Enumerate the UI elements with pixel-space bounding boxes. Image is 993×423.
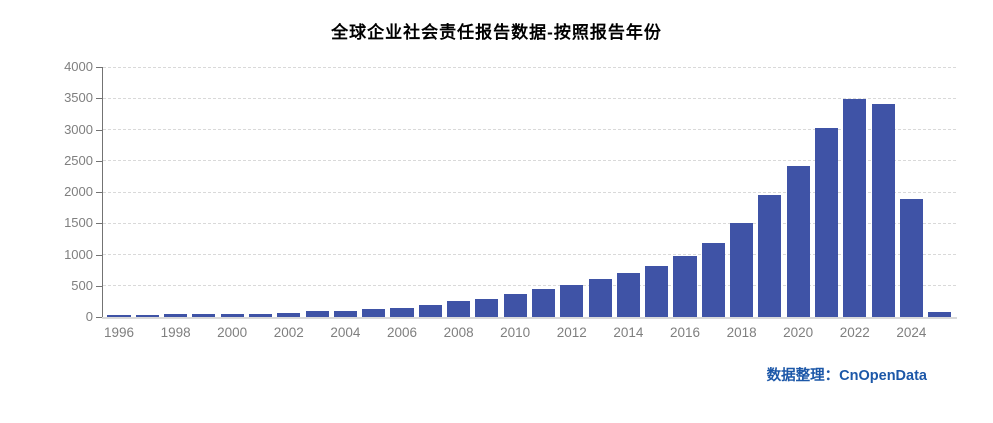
x-axis-label-2006: 2006 (386, 325, 418, 340)
bar-2000 (220, 314, 244, 317)
gridline-500 (103, 285, 956, 287)
chart-title: 全球企业社会责任报告数据-按照报告年份 (331, 23, 662, 42)
bar-2001 (248, 314, 273, 317)
bar-2022 (843, 99, 867, 317)
y-axis-label-4000: 4000 (64, 59, 93, 74)
y-tick-0 (96, 317, 102, 318)
bar-2023 (871, 104, 895, 317)
bar-2007 (418, 305, 442, 317)
gridline-3000 (103, 129, 956, 130)
bar-2025 (928, 312, 952, 317)
bar-2015 (645, 266, 669, 317)
gridline-2500 (103, 160, 956, 162)
bar-1998 (164, 314, 188, 317)
y-axis-label-0: 0 (85, 309, 93, 324)
bar-1999 (192, 314, 216, 317)
plot-area: 0 500 1000 1500 2000 2500 3000 3500 4000 1996 1998… (64, 59, 957, 340)
x-axis-label-2020: 2020 (783, 325, 814, 340)
y-axis-label-2500: 2500 (64, 152, 93, 168)
bar-2010 (503, 294, 527, 317)
x-axis-label-2004: 2004 (330, 325, 361, 340)
bar-2018 (730, 223, 754, 317)
y-axis-label-3500: 3500 (64, 90, 93, 106)
bar-2019 (758, 195, 782, 317)
bar-2014 (616, 273, 640, 317)
x-axis-label-2012: 2012 (556, 325, 587, 340)
bar-2012 (560, 285, 584, 317)
x-axis-label-2014: 2014 (613, 325, 644, 340)
gridline-1000 (103, 254, 956, 255)
y-axis-spine (102, 67, 103, 318)
x-axis-label-2024: 2024 (896, 325, 927, 340)
bar-2013 (588, 279, 612, 317)
x-axis-label-1996: 1996 (103, 325, 135, 340)
x-axis-label-2010: 2010 (500, 325, 531, 340)
y-axis-label-500: 500 (71, 277, 93, 293)
bar-2011 (531, 289, 556, 317)
y-tick-2000 (96, 192, 102, 193)
bar-2021 (814, 128, 839, 317)
y-tick-1000 (96, 254, 102, 256)
gridline-1500 (103, 222, 956, 224)
bar-2016 (673, 256, 697, 317)
bar-1997 (135, 315, 159, 317)
y-axis-label-1000: 1000 (64, 246, 93, 262)
bar-2017 (701, 243, 725, 317)
x-axis-label-2000: 2000 (217, 325, 248, 340)
gridline-3500 (103, 97, 956, 99)
y-axis-label-3000: 3000 (64, 121, 93, 137)
y-tick-2500 (96, 160, 102, 162)
gridline-4000 (103, 66, 956, 68)
x-axis-baseline (102, 317, 957, 319)
bar-2009 (475, 299, 499, 317)
y-axis-label-2000: 2000 (64, 184, 93, 199)
data-source-credit: 数据整理：CnOpenData (766, 368, 927, 384)
x-axis-label-2008: 2008 (443, 325, 474, 340)
x-axis-label-2022: 2022 (839, 325, 870, 340)
bar-2003 (305, 311, 329, 317)
bar-2024 (899, 199, 923, 317)
bar-2020 (786, 166, 810, 317)
y-axis-label-1500: 1500 (64, 215, 93, 231)
gridline-2000 (103, 191, 956, 193)
bar-2008 (447, 301, 471, 317)
bar-1996 (107, 315, 131, 317)
bar-2006 (390, 308, 414, 317)
y-tick-3000 (96, 129, 102, 131)
bar-2004 (333, 311, 357, 317)
bar-2002 (277, 313, 301, 317)
x-axis-label-2016: 2016 (669, 325, 701, 340)
y-tick-500 (96, 285, 102, 287)
bar-2005 (362, 309, 386, 317)
y-tick-1500 (96, 223, 102, 225)
x-axis-label-1998: 1998 (160, 325, 191, 340)
x-axis-label-2018: 2018 (726, 325, 757, 340)
x-axis-label-2002: 2002 (273, 325, 304, 340)
y-tick-4000 (96, 67, 102, 68)
y-tick-3500 (96, 98, 102, 100)
